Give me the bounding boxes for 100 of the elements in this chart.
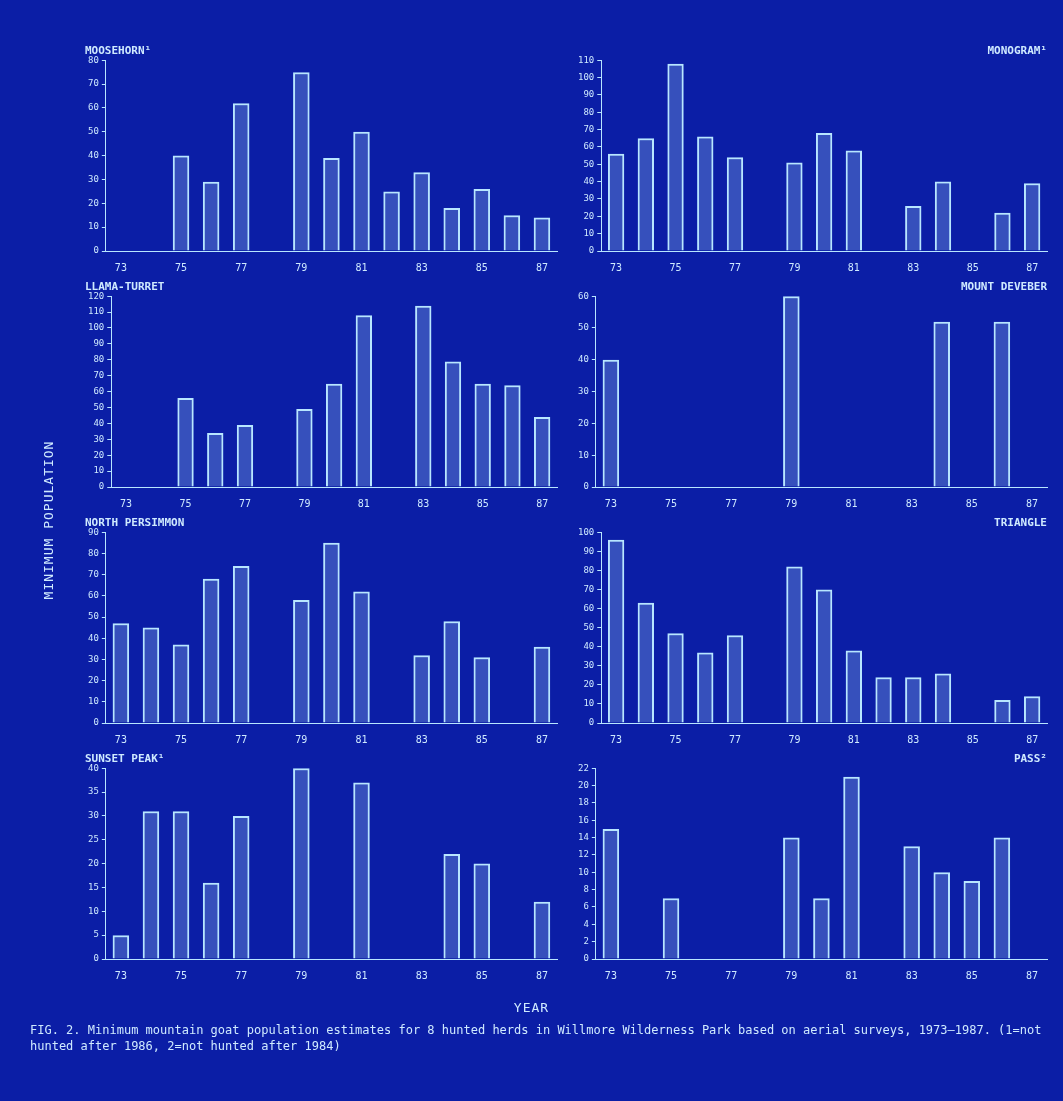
- x-tick-label: 73: [610, 733, 623, 745]
- y-tick-label: 50: [87, 611, 99, 622]
- x-tick-label: 73: [610, 261, 623, 273]
- y-tick-label: 60: [87, 590, 99, 601]
- x-tick-label: 83: [907, 261, 920, 273]
- x-tick-label: 87: [1026, 261, 1039, 273]
- y-tick-label: 0: [588, 717, 595, 728]
- y-tick-label: 0: [93, 245, 99, 256]
- x-tick-label: 87: [1025, 497, 1038, 509]
- x-tick-label: 77: [235, 733, 248, 745]
- x-tick-label: 85: [476, 497, 489, 509]
- y-tick-label: 10: [87, 905, 99, 916]
- chart-title: PASS²: [1013, 752, 1047, 766]
- y-tick-label: 60: [87, 102, 99, 113]
- y-tick-label: 40: [583, 175, 595, 186]
- y-tick-label: 80: [583, 564, 595, 575]
- y-tick-label: 16: [577, 814, 589, 825]
- chart-title: MONOGRAM¹: [987, 44, 1047, 58]
- y-tick-label: 40: [583, 641, 595, 652]
- y-tick-label: 70: [583, 123, 595, 134]
- x-tick-label: 87: [536, 497, 549, 509]
- y-tick-label: 2: [583, 936, 589, 946]
- x-tick-label: 87: [535, 733, 548, 745]
- y-tick-label: 90: [583, 545, 595, 556]
- y-tick-label: 70: [583, 583, 595, 594]
- x-tick-label: 83: [907, 733, 920, 745]
- y-tick-label: 0: [98, 481, 105, 492]
- x-tick-label: 75: [669, 733, 682, 745]
- x-tick-label: 79: [295, 261, 308, 273]
- caption: FIG. 2. Minimum mountain goat population estimates for 8 hunted herds in Willmore Wilderness Park based on aerial surveys, 1973–1987. (1=not hunted after 1986, 2=not hunted after 1984): [30, 1022, 1043, 1054]
- x-tick-label: 83: [415, 969, 428, 981]
- y-tick-label: 0: [583, 953, 589, 964]
- x-tick-label: 79: [295, 969, 308, 981]
- y-tick-label: 0: [93, 953, 99, 964]
- x-tick-label: 77: [728, 261, 741, 273]
- y-tick-label: 40: [87, 632, 99, 643]
- x-tick-label: 81: [355, 969, 368, 981]
- y-tick-label: 70: [87, 78, 99, 89]
- y-tick-label: 8: [583, 883, 589, 894]
- y-tick-label: 50: [87, 126, 99, 137]
- y-tick-label: 25: [87, 834, 99, 845]
- y-tick-label: 0: [583, 481, 589, 492]
- y-tick-label: 14: [577, 831, 589, 842]
- x-tick-label: 75: [669, 261, 682, 273]
- y-tick-label: 20: [583, 210, 595, 221]
- y-tick-label: 20: [577, 417, 589, 428]
- y-tick-label: 30: [87, 653, 99, 664]
- x-tick-label: 75: [175, 969, 188, 981]
- y-tick-label: 30: [93, 433, 105, 444]
- x-tick-label: 87: [1025, 969, 1038, 981]
- x-tick-label: 83: [417, 497, 430, 509]
- x-tick-label: 81: [357, 497, 370, 509]
- x-tick-label: 79: [785, 497, 798, 509]
- x-tick-label: 75: [665, 497, 678, 509]
- x-tick-label: 77: [728, 733, 741, 745]
- y-tick-label: 110: [577, 54, 595, 65]
- x-tick-label: 79: [788, 733, 801, 745]
- y-tick-label: 20: [87, 197, 99, 208]
- y-tick-label: 12: [577, 849, 589, 860]
- y-tick-label: 10: [577, 866, 589, 877]
- y-tick-label: 50: [577, 322, 589, 333]
- text: YEAR: [512, 1000, 551, 1015]
- y-tick-label: 60: [93, 385, 105, 396]
- x-tick-label: 81: [355, 261, 368, 273]
- x-tick-label: 75: [175, 733, 188, 745]
- y-tick-label: 35: [87, 786, 99, 797]
- y-tick-label: 40: [577, 354, 589, 365]
- y-tick-label: 10: [87, 696, 99, 707]
- y-tick-label: 10: [583, 228, 595, 238]
- chart-title: MOUNT DEVEBER: [960, 280, 1048, 294]
- y-tick-label: 60: [577, 290, 589, 301]
- y-tick-label: 120: [87, 290, 105, 301]
- y-tick-label: 40: [87, 149, 99, 160]
- x-tick-label: 73: [114, 969, 127, 981]
- x-tick-label: 85: [475, 969, 488, 981]
- x-tick-label: 77: [235, 969, 248, 981]
- y-tick-label: 50: [583, 158, 595, 169]
- y-tick-label: 70: [93, 370, 105, 381]
- y-tick-label: 70: [87, 568, 99, 579]
- x-tick-label: 79: [785, 969, 798, 981]
- x-tick-label: 81: [845, 969, 858, 981]
- x-tick-label: 75: [665, 969, 678, 981]
- x-tick-label: 77: [725, 969, 738, 981]
- y-tick-label: 30: [87, 810, 99, 821]
- y-tick-label: 4: [583, 918, 589, 929]
- x-tick-label: 85: [965, 497, 978, 509]
- x-tick-label: 83: [415, 733, 428, 745]
- y-tick-label: 15: [87, 881, 99, 892]
- x-tick-label: 79: [295, 733, 308, 745]
- y-tick-label: 20: [93, 449, 105, 460]
- x-tick-label: 87: [1026, 733, 1039, 745]
- text: MINIMUM POPULATION: [40, 440, 56, 600]
- x-tick-label: 81: [845, 497, 858, 509]
- y-tick-label: 18: [577, 797, 589, 808]
- y-tick-label: 80: [87, 54, 99, 65]
- y-tick-label: 80: [93, 354, 105, 365]
- x-tick-label: 85: [966, 733, 979, 745]
- y-tick-label: 40: [93, 417, 105, 428]
- x-tick-label: 81: [355, 733, 368, 745]
- x-tick-label: 79: [298, 497, 311, 509]
